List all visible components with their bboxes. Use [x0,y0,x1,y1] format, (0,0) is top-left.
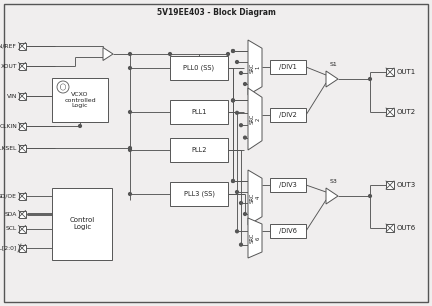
Text: OUT1: OUT1 [397,69,416,75]
Polygon shape [248,170,262,225]
Bar [386,224,394,232]
Polygon shape [248,218,262,258]
Circle shape [368,195,372,197]
Text: VIN: VIN [6,94,17,99]
Bar [270,60,306,74]
Bar [270,224,306,238]
Text: PLL2: PLL2 [191,147,207,153]
Polygon shape [326,188,338,204]
Text: CLKIN: CLKIN [0,124,17,129]
Bar [19,192,25,200]
Bar [170,182,228,206]
Bar [270,108,306,122]
Bar [52,78,108,122]
Circle shape [129,67,131,69]
Bar [19,244,25,252]
Bar [19,122,25,129]
Circle shape [129,147,131,149]
Circle shape [57,81,69,93]
Circle shape [129,110,131,114]
Circle shape [232,99,235,102]
Text: OUT2: OUT2 [397,109,416,115]
Circle shape [232,50,235,52]
Circle shape [227,53,229,55]
Bar [19,92,25,99]
Text: PLL0 (SS): PLL0 (SS) [184,65,215,71]
Circle shape [232,180,235,182]
Text: PLL3 (SS): PLL3 (SS) [184,191,215,197]
Circle shape [129,149,131,151]
Circle shape [244,136,246,139]
Text: PLL1: PLL1 [191,109,206,115]
Text: S3: S3 [330,179,338,184]
Bar [170,100,228,124]
Circle shape [235,230,238,233]
Text: SRC
1: SRC 1 [250,62,260,73]
Polygon shape [248,88,262,150]
Text: SRC
2: SRC 2 [250,114,260,124]
Text: CLKSEL: CLKSEL [0,145,17,151]
Circle shape [244,83,246,85]
Circle shape [235,61,238,63]
Text: Control
Logic: Control Logic [70,218,95,230]
Circle shape [240,202,242,204]
Bar [170,138,228,162]
Circle shape [129,192,131,196]
Polygon shape [103,47,113,61]
Bar [19,211,25,218]
Bar [386,181,394,189]
Circle shape [232,50,235,52]
Text: /DIV1: /DIV1 [279,64,297,70]
Circle shape [232,99,235,102]
Bar [386,68,394,76]
Text: S1: S1 [330,62,338,67]
Circle shape [368,78,372,80]
Circle shape [232,180,235,182]
Circle shape [129,53,131,55]
Circle shape [244,213,246,215]
Text: SRC
4: SRC 4 [250,192,260,203]
Bar [170,56,228,80]
Text: /DIV2: /DIV2 [279,112,297,118]
Text: XIN/REF: XIN/REF [0,43,17,48]
Text: OUT3: OUT3 [397,182,416,188]
Bar [270,178,306,192]
Text: /DIV6: /DIV6 [279,228,297,234]
Circle shape [235,191,238,193]
Bar [19,144,25,151]
Text: 5V19EE403 - Block Diagram: 5V19EE403 - Block Diagram [156,8,276,17]
Circle shape [168,53,172,55]
Circle shape [240,243,242,246]
Circle shape [235,111,238,114]
Text: /DIV3: /DIV3 [279,182,297,188]
Bar [19,43,25,50]
Text: OUT6: OUT6 [397,225,416,231]
Text: SEL[2:0]: SEL[2:0] [0,245,17,251]
Text: VCXO
controlled
Logic: VCXO controlled Logic [64,92,96,108]
Text: SDA: SDA [5,211,17,217]
Circle shape [79,125,81,127]
Text: XOUT: XOUT [0,64,17,69]
Text: SCL: SCL [6,226,17,232]
Polygon shape [326,71,338,87]
Circle shape [240,124,242,127]
Bar [386,108,394,116]
Bar [19,62,25,69]
Text: SRC
6: SRC 6 [250,233,260,243]
Bar [19,226,25,233]
Polygon shape [248,40,262,95]
Bar [52,188,112,260]
Text: SD/OE: SD/OE [0,193,17,199]
Circle shape [240,72,242,74]
